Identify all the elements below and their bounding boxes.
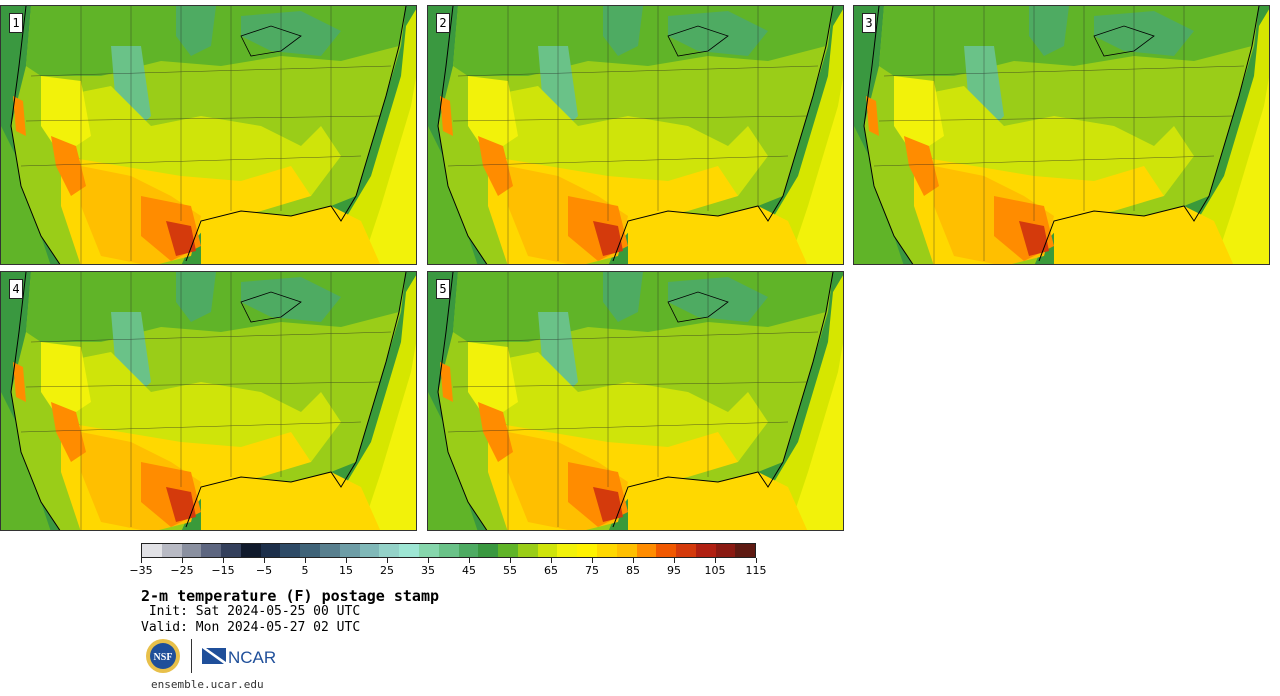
colorbar-tick xyxy=(428,558,429,563)
svg-text:NSF: NSF xyxy=(154,652,173,663)
colorbar-tick-label: −15 xyxy=(211,564,235,577)
panel-number: 1 xyxy=(9,13,23,33)
panel-number: 5 xyxy=(436,279,450,299)
colorbar-tick xyxy=(387,558,388,563)
colorbar-swatch xyxy=(300,544,321,557)
colorbar-ticks: −35 −25 −15 −5 5 15 25 35 45 55 65 75 85 95 105 115 xyxy=(129,558,767,578)
map-panel-4: 4 xyxy=(0,271,417,531)
colorbar-swatch xyxy=(715,544,736,557)
colorbar-tick-label: 15 xyxy=(339,564,353,577)
footer-url: ensemble.ucar.edu xyxy=(151,678,264,691)
colorbar-tick xyxy=(182,558,183,563)
colorbar-tick-label: 75 xyxy=(585,564,599,577)
colorbar-tick xyxy=(305,558,306,563)
colorbar-tick xyxy=(715,558,716,563)
colorbar-swatch xyxy=(161,544,182,557)
temperature-map xyxy=(1,272,416,530)
logos: NSF NCAR xyxy=(145,638,276,674)
temperature-map xyxy=(854,6,1269,264)
colorbar-swatch xyxy=(616,544,637,557)
colorbar-swatch xyxy=(240,544,261,557)
colorbar-tick-label: 85 xyxy=(626,564,640,577)
colorbar-swatch xyxy=(142,544,162,557)
nsf-logo-icon: NSF xyxy=(146,639,180,673)
colorbar-tick-label: 95 xyxy=(667,564,681,577)
colorbar-swatch xyxy=(339,544,360,557)
map-panel-5: 5 xyxy=(427,271,844,531)
init-time: Init: Sat 2024-05-25 00 UTC xyxy=(141,604,361,619)
colorbar-tick xyxy=(264,558,265,563)
colorbar-tick xyxy=(510,558,511,563)
colorbar-tick-label: 105 xyxy=(704,564,726,577)
colorbar-swatch xyxy=(557,544,578,557)
colorbar-tick xyxy=(756,558,757,563)
map-panel-2: 2 xyxy=(427,5,844,265)
panel-number: 3 xyxy=(862,13,876,33)
temperature-map xyxy=(428,6,843,264)
colorbar-swatch xyxy=(359,544,380,557)
colorbar-tick-label: 25 xyxy=(380,564,394,577)
colorbar-swatch xyxy=(577,544,597,557)
colorbar-tick xyxy=(346,558,347,563)
ncar-logo-icon: NCAR xyxy=(202,648,276,667)
colorbar-tick xyxy=(633,558,634,563)
colorbar-tick-label: −5 xyxy=(255,564,273,577)
colorbar-tick xyxy=(469,558,470,563)
colorbar-tick-label: −35 xyxy=(129,564,153,577)
temperature-map xyxy=(1,6,416,264)
colorbar-swatch xyxy=(695,544,716,557)
colorbar-tick-label: 115 xyxy=(745,564,767,577)
colorbar-tick xyxy=(674,558,675,563)
colorbar-swatch xyxy=(458,544,479,557)
panel-number: 4 xyxy=(9,279,23,299)
colorbar-swatch xyxy=(517,544,538,557)
map-panel-1: 1 xyxy=(0,5,417,265)
colorbar-tick-label: 65 xyxy=(544,564,558,577)
logo-divider xyxy=(191,639,192,673)
colorbar-swatch xyxy=(379,544,400,557)
chart-title: 2-m temperature (F) postage stamp xyxy=(141,587,440,605)
colorbar-tick-label: 35 xyxy=(421,564,435,577)
colorbar-tick xyxy=(592,558,593,563)
colorbar-swatch xyxy=(221,544,241,557)
colorbar-swatch xyxy=(537,544,558,557)
colorbar xyxy=(141,543,756,558)
temperature-map xyxy=(428,272,843,530)
colorbar-swatch xyxy=(596,544,617,557)
colorbar-swatch xyxy=(498,544,518,557)
colorbar-tick-label: 5 xyxy=(301,564,309,577)
colorbar-tick-label: 45 xyxy=(462,564,476,577)
colorbar-swatch xyxy=(656,544,677,557)
colorbar-tick-label: 55 xyxy=(503,564,517,577)
colorbar-swatch xyxy=(260,544,281,557)
colorbar-swatch xyxy=(418,544,439,557)
valid-time: Valid: Mon 2024-05-27 02 UTC xyxy=(141,620,361,635)
colorbar-swatch xyxy=(181,544,202,557)
colorbar-swatch xyxy=(478,544,499,557)
colorbar-tick xyxy=(551,558,552,563)
map-panel-3: 3 xyxy=(853,5,1270,265)
colorbar-swatch xyxy=(676,544,696,557)
colorbar-tick xyxy=(223,558,224,563)
colorbar-swatch xyxy=(636,544,657,557)
colorbar-swatch xyxy=(280,544,301,557)
colorbar-swatch xyxy=(438,544,459,557)
colorbar-swatch xyxy=(399,544,419,557)
colorbar-swatch xyxy=(320,544,340,557)
colorbar-swatch xyxy=(735,544,756,557)
colorbar-tick xyxy=(141,558,142,563)
panel-number: 2 xyxy=(436,13,450,33)
colorbar-swatch xyxy=(201,544,222,557)
svg-text:NCAR: NCAR xyxy=(228,648,276,667)
colorbar-tick-label: −25 xyxy=(170,564,194,577)
